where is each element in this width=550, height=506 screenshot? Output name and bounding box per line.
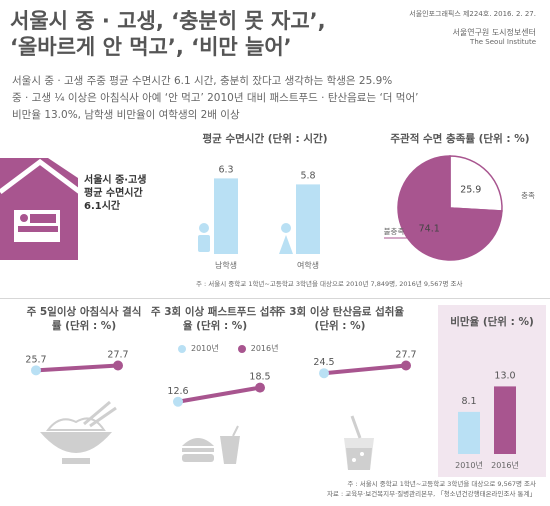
- fastfood-chart-title: 주 3회 이상 패스트푸드 섭취율 (단위 : %): [150, 306, 280, 332]
- org-name: 서울연구원 도시정보센터: [452, 28, 536, 37]
- female-student-icon: [279, 223, 293, 254]
- source-note-bottom: 주 : 서울시 중학교 1학년~고등학교 3학년을 대상으로 9,567명 조사…: [248, 478, 536, 498]
- soda-chart-title: 주 3회 이상 탄산음료 섭취율 (단위 : %): [275, 306, 405, 332]
- data-label: 18.5: [249, 372, 270, 383]
- category-label: 2010년: [455, 460, 483, 470]
- data-label: 25.7: [25, 354, 46, 365]
- legend-2010-label: 2010년: [191, 344, 219, 353]
- sleep-card-line: 평균 수면시간: [84, 188, 143, 199]
- data-label: 27.7: [395, 350, 416, 361]
- bar: [458, 411, 480, 454]
- category-label: 2016년: [491, 460, 519, 470]
- data-label: 27.7: [107, 350, 128, 361]
- data-label: 6.3: [218, 164, 233, 175]
- summary-text: 서울시 중 · 고생 주중 평균 수면시간 6.1 시간, 충분히 잤다고 생각…: [12, 73, 452, 124]
- sleep-card: 서울시 중·고생 평균 수면시간 6.1시간: [0, 150, 200, 260]
- legend: 2010년 2016년: [178, 343, 278, 354]
- category-label: 남학생: [215, 260, 237, 270]
- legend-2016-marker: [237, 344, 246, 353]
- data-label: 12.6: [167, 386, 188, 397]
- point-2016: [401, 360, 411, 371]
- data-label: 5.8: [300, 170, 315, 181]
- slice-value-label: 74.1: [419, 224, 440, 235]
- breakfast-chart-title: 주 5일이상 아침식사 결식률 (단위 : %): [26, 306, 142, 332]
- point-2016: [113, 360, 123, 371]
- divider: [0, 298, 550, 299]
- pie-slice: [449, 155, 503, 212]
- soda-glass-icon: [344, 415, 374, 470]
- summary-line: 서울시 중 · 고생 주중 평균 수면시간 6.1 시간, 충분히 잤다고 생각…: [12, 75, 393, 87]
- male-student-icon: [198, 223, 210, 252]
- rice-bowl-icon: [40, 400, 117, 464]
- slice-name-label: 불충족: [384, 227, 405, 236]
- burger-icon: [182, 438, 214, 462]
- summary-line: 비만율 13.0%, 남학생 비만율이 여학생의 2배 이상: [12, 109, 240, 121]
- obesity-panel: [438, 305, 546, 477]
- data-label: 24.5: [313, 357, 334, 368]
- point-2016: [255, 382, 265, 393]
- trend-line: [35, 363, 119, 373]
- sleep-hours-chart-title: 평균 수면시간 (단위 : 시간): [202, 133, 328, 145]
- sleep-satisfaction-chart-title: 주관적 수면 충족률 (단위 : %): [390, 133, 530, 145]
- legend-2010-marker: [178, 344, 186, 353]
- trend-line: [323, 363, 407, 376]
- sleep-card-line: 서울시 중·고생: [84, 175, 147, 186]
- point-2010: [319, 368, 329, 379]
- data-label: 13.0: [494, 370, 515, 381]
- page-title: 서울시 중 · 고생, ‘충분히 못 자고’, ‘올바르게 안 먹고’, ‘비만…: [10, 9, 326, 59]
- bar: [214, 178, 238, 254]
- obesity-chart-title: 비만율 (단위 : %): [450, 316, 534, 328]
- org-name-en: The Seoul Institute: [470, 38, 536, 46]
- pie-slice: [397, 155, 503, 261]
- trend-charts: 25.7 27.7 12.6 18.5 24.5 27.7: [25, 350, 417, 470]
- issue-info: 서울인포그래픽스 제224호. 2016. 2. 27.: [409, 10, 536, 18]
- slice-value-label: 25.9: [460, 184, 481, 195]
- source-note: 주 : 서울시 중학교 1학년~고등학교 3학년을 대상으로 2010년 7,8…: [196, 280, 463, 288]
- legend-2016-label: 2016년: [250, 344, 279, 353]
- slice-name-label: 충족: [521, 191, 535, 200]
- bar: [296, 184, 320, 254]
- obesity-chart: 8.1 2010년 13.0 2016년: [455, 370, 519, 470]
- category-label: 여학생: [297, 260, 319, 270]
- house-bed-icon: [0, 158, 82, 260]
- point-2010: [31, 365, 41, 376]
- data-label: 8.1: [461, 396, 476, 407]
- point-2010: [173, 396, 183, 407]
- summary-line: 중 · 고생 ¼ 이상은 아침식사 아예 ‘안 먹고’ 2010년 대비 패스트…: [12, 92, 419, 104]
- source-note-line: 자료 : 교육부·보건복지부·질병관리본부, 「청소년건강행태온라인조사 통계」: [326, 490, 536, 498]
- sleep-card-line: 6.1시간: [84, 201, 121, 212]
- drink-cup-icon: [220, 425, 240, 464]
- bar: [494, 386, 516, 454]
- trend-line: [177, 385, 261, 404]
- sleep-hours-chart: 6.3 남학생 5.8 여학생: [198, 164, 320, 270]
- source-note-line: 주 : 서울시 중학교 1학년~고등학교 3학년을 대상으로 9,567명 조사: [347, 480, 536, 488]
